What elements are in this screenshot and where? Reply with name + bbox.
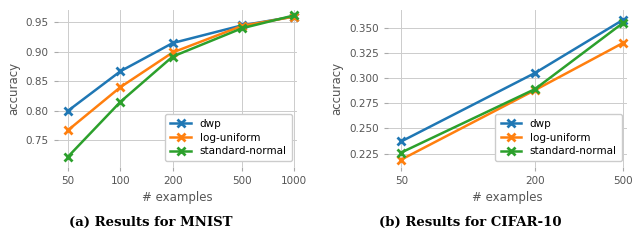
standard-normal xyxy=(169,55,177,58)
Text: (b) Results for CIFAR-10: (b) Results for CIFAR-10 xyxy=(379,215,562,228)
X-axis label: # examples: # examples xyxy=(472,191,543,204)
log-uniform xyxy=(620,41,627,44)
log-uniform xyxy=(238,25,246,27)
Line: dwp: dwp xyxy=(397,15,628,146)
log-uniform xyxy=(397,158,405,161)
standard-normal xyxy=(290,14,298,17)
standard-normal xyxy=(620,21,627,24)
dwp xyxy=(531,72,539,74)
standard-normal xyxy=(531,88,539,90)
dwp xyxy=(238,24,246,27)
standard-normal xyxy=(64,155,72,158)
standard-normal xyxy=(397,151,405,154)
Text: (a) Results for MNIST: (a) Results for MNIST xyxy=(68,215,232,228)
Legend: dwp, log-uniform, standard-normal: dwp, log-uniform, standard-normal xyxy=(165,114,292,161)
Line: dwp: dwp xyxy=(64,12,298,115)
log-uniform xyxy=(169,51,177,54)
log-uniform xyxy=(531,89,539,91)
Y-axis label: accuracy: accuracy xyxy=(330,61,344,115)
log-uniform xyxy=(64,129,72,132)
Line: standard-normal: standard-normal xyxy=(64,11,298,161)
X-axis label: # examples: # examples xyxy=(142,191,212,204)
Line: log-uniform: log-uniform xyxy=(64,12,298,134)
dwp xyxy=(620,18,627,21)
dwp xyxy=(290,15,298,18)
dwp xyxy=(64,109,72,112)
Line: standard-normal: standard-normal xyxy=(397,18,628,157)
log-uniform xyxy=(116,86,124,89)
standard-normal xyxy=(116,100,124,103)
Line: log-uniform: log-uniform xyxy=(397,39,628,164)
standard-normal xyxy=(238,27,246,30)
dwp xyxy=(116,70,124,73)
log-uniform xyxy=(290,15,298,18)
Y-axis label: accuracy: accuracy xyxy=(7,61,20,115)
dwp xyxy=(397,140,405,143)
Legend: dwp, log-uniform, standard-normal: dwp, log-uniform, standard-normal xyxy=(495,114,622,161)
dwp xyxy=(169,42,177,45)
